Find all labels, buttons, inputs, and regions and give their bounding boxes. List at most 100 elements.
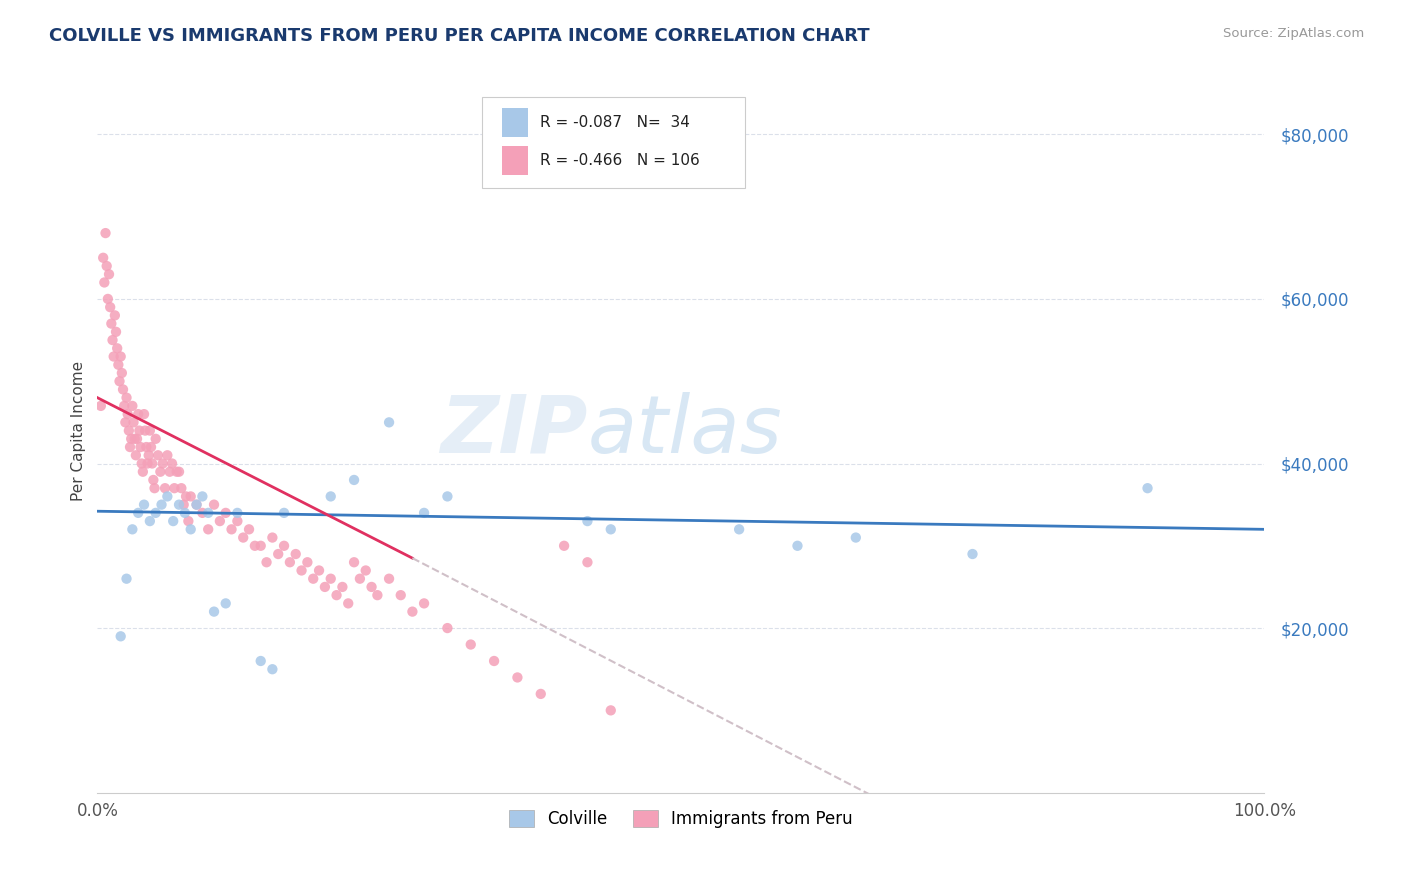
Point [132, 465, 155, 479]
Point [173, 498, 195, 512]
Point [378, 415, 401, 429]
Point [156, 490, 179, 504]
Point [401, 605, 423, 619]
Point [389, 588, 412, 602]
Point [186, 498, 208, 512]
Point [132, 407, 155, 421]
Point [460, 638, 482, 652]
Point [177, 514, 200, 528]
Point [378, 572, 401, 586]
Point [360, 580, 382, 594]
Point [337, 596, 360, 610]
Point [162, 514, 184, 528]
Point [202, 605, 225, 619]
Point [101, 333, 124, 347]
Point [129, 440, 152, 454]
Point [122, 415, 145, 429]
Point [117, 407, 139, 421]
Point [436, 621, 458, 635]
Point [97, 292, 120, 306]
Point [146, 448, 169, 462]
Point [93, 276, 115, 290]
Point [343, 555, 366, 569]
Text: atlas: atlas [588, 392, 782, 469]
Point [354, 564, 377, 578]
Point [191, 490, 214, 504]
Point [111, 383, 134, 397]
Point [100, 317, 122, 331]
Point [124, 432, 146, 446]
Point [149, 465, 172, 479]
Point [302, 572, 325, 586]
Point [132, 498, 155, 512]
Point [159, 465, 181, 479]
Point [166, 465, 188, 479]
Point [163, 481, 186, 495]
Point [170, 481, 193, 495]
Point [267, 547, 290, 561]
Point [90, 399, 112, 413]
Bar [502, 146, 527, 175]
Point [728, 522, 751, 536]
Point [226, 506, 249, 520]
Point [91, 251, 114, 265]
Point [112, 399, 135, 413]
Point [191, 506, 214, 520]
Point [226, 514, 249, 528]
Point [139, 440, 162, 454]
Point [121, 399, 143, 413]
Point [314, 580, 336, 594]
Point [249, 654, 271, 668]
Point [174, 490, 197, 504]
Point [284, 547, 307, 561]
Point [180, 490, 202, 504]
Point [105, 325, 128, 339]
Point [482, 654, 505, 668]
Point [121, 522, 143, 536]
Point [110, 629, 132, 643]
Point [145, 432, 167, 446]
FancyBboxPatch shape [482, 97, 745, 188]
Point [576, 555, 599, 569]
Point [506, 670, 529, 684]
Point [413, 506, 436, 520]
Legend: Colville, Immigrants from Peru: Colville, Immigrants from Peru [502, 804, 859, 835]
Point [167, 465, 190, 479]
Point [120, 432, 142, 446]
Point [118, 440, 141, 454]
Point [262, 662, 284, 676]
Point [208, 514, 231, 528]
Point [150, 498, 173, 512]
Point [599, 703, 621, 717]
Point [325, 588, 347, 602]
Text: ZIP: ZIP [440, 392, 588, 469]
Point [145, 506, 167, 520]
Point [343, 473, 366, 487]
Point [108, 374, 131, 388]
Point [786, 539, 808, 553]
Point [599, 522, 621, 536]
Point [94, 226, 117, 240]
Point [576, 514, 599, 528]
Point [215, 506, 238, 520]
Point [530, 687, 553, 701]
Point [197, 506, 219, 520]
Point [308, 564, 330, 578]
Point [1136, 481, 1159, 495]
Point [125, 432, 148, 446]
Point [96, 259, 118, 273]
Point [128, 424, 150, 438]
Point [118, 424, 141, 438]
Point [436, 490, 458, 504]
Point [243, 539, 266, 553]
Point [173, 506, 195, 520]
Point [180, 522, 202, 536]
Point [152, 457, 174, 471]
Point [167, 498, 190, 512]
Point [107, 358, 129, 372]
Point [134, 424, 156, 438]
Point [366, 588, 388, 602]
Point [110, 350, 132, 364]
Point [115, 391, 138, 405]
Point [319, 490, 342, 504]
